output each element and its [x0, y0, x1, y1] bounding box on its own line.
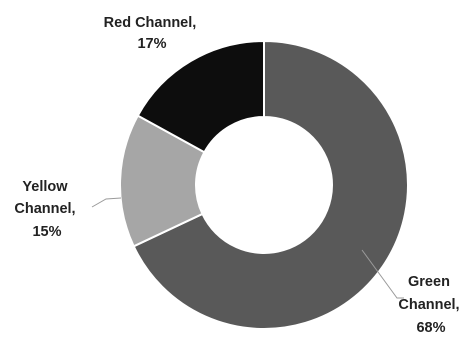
slice-green-channel [132, 39, 409, 330]
leader-line-green [361, 249, 404, 299]
slice-red-channel [136, 39, 265, 154]
label-yellow-channel: Yellow Channel, 15% [14, 179, 79, 240]
slices-group [119, 39, 409, 330]
label-red-name: Red Channel, [104, 15, 197, 31]
label-yellow-name: Yellow [22, 179, 68, 195]
label-green-word2: Channel, [398, 297, 459, 313]
leader-line-yellow [91, 197, 122, 208]
label-red-channel: Red Channel, 17% [104, 15, 201, 52]
label-red-percent: 17% [137, 36, 166, 52]
leader-lines-group [91, 197, 404, 299]
label-green-name: Green [408, 274, 450, 290]
label-green-percent: 68% [416, 320, 445, 336]
label-green-channel: Green Channel, 68% [398, 274, 463, 336]
label-yellow-percent: 15% [32, 224, 61, 240]
label-yellow-word2: Channel, [14, 201, 75, 217]
